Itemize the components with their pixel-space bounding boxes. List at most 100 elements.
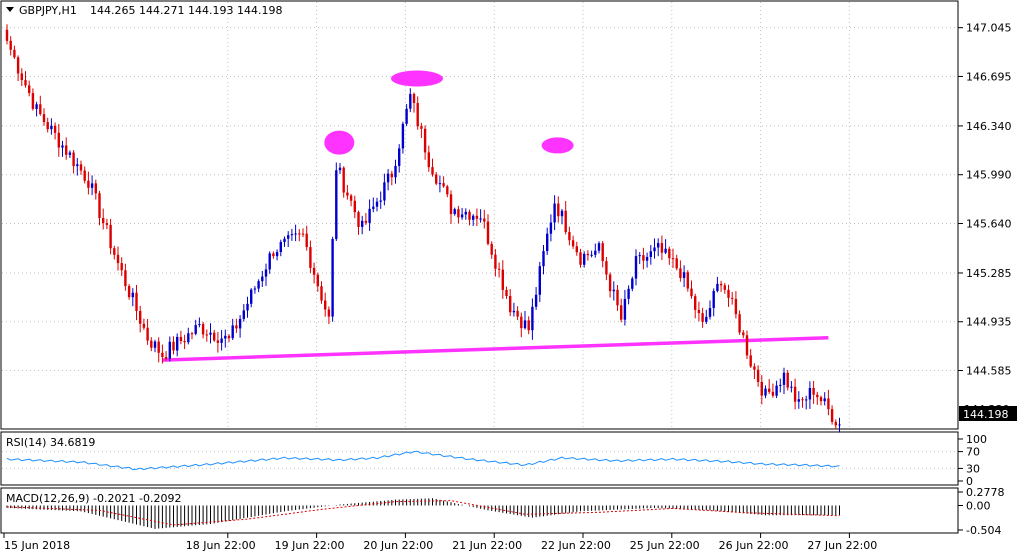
price-tick-label: 144.585 xyxy=(966,365,1012,378)
price-tick-label: 147.045 xyxy=(966,22,1012,35)
candle-body xyxy=(68,152,72,155)
candle-body xyxy=(139,310,142,324)
candle-body xyxy=(764,388,767,396)
candle-body xyxy=(494,254,497,269)
candle-body xyxy=(753,366,756,370)
candle-body xyxy=(90,183,94,188)
candle-body xyxy=(298,233,301,235)
candle-body xyxy=(353,200,356,213)
candle-body xyxy=(246,303,249,311)
candle-body xyxy=(808,387,812,400)
candle-body xyxy=(790,386,793,388)
candle-body xyxy=(475,215,479,219)
candle-body xyxy=(431,167,434,175)
time-tick-label: 26 Jun 22:00 xyxy=(719,539,789,552)
candle-body xyxy=(375,201,379,207)
left-shoulder-marker[interactable] xyxy=(324,130,355,155)
rsi-panel[interactable] xyxy=(0,431,959,486)
last-price-label: 144.198 xyxy=(963,408,1009,421)
candle-body xyxy=(379,200,382,202)
candle-body xyxy=(738,314,741,333)
candle-body xyxy=(65,145,68,155)
candle-body xyxy=(150,340,153,348)
price-panel[interactable] xyxy=(0,0,959,430)
candle-body xyxy=(79,164,83,171)
candle-body xyxy=(664,248,667,253)
candle-body xyxy=(612,289,615,292)
candle-body xyxy=(368,208,371,223)
time-tick-label: 18 Jun 22:00 xyxy=(186,539,256,552)
price-tick-label: 145.990 xyxy=(966,169,1012,182)
macd-layer xyxy=(6,498,840,529)
axis-labels: 147.045 146.695 146.340 145.990 145.640 145.2… xyxy=(3,22,1012,552)
neckline[interactable] xyxy=(162,336,829,362)
candle-body xyxy=(83,170,86,181)
candle-body xyxy=(420,126,423,129)
candle-body xyxy=(509,296,512,313)
candle-body xyxy=(42,114,46,123)
price-tick-label: 145.285 xyxy=(966,267,1012,280)
candle-body xyxy=(53,125,57,133)
candle-body xyxy=(805,399,808,401)
candle-body xyxy=(553,203,556,223)
candle-body xyxy=(327,309,331,317)
candle-body xyxy=(423,128,427,153)
candle-body xyxy=(190,333,194,335)
candle-body xyxy=(16,57,20,74)
dropdown-triangle-icon[interactable] xyxy=(6,7,14,12)
candle-body xyxy=(501,269,504,290)
candle-body xyxy=(701,313,704,322)
macd-tick-label: 0.2778 xyxy=(966,486,1005,499)
candle-body xyxy=(727,289,730,298)
time-tick-label: 20 Jun 22:00 xyxy=(363,539,433,552)
candle-body xyxy=(224,335,227,339)
candle-body xyxy=(57,132,60,148)
candle-body xyxy=(638,255,641,257)
candle-body xyxy=(257,281,260,289)
right-shoulder-marker[interactable] xyxy=(541,137,574,154)
peak-markers xyxy=(324,70,574,155)
rsi-title: RSI(14) 34.6819 xyxy=(6,436,95,449)
price-tick-label: 144.935 xyxy=(966,316,1012,329)
candle-body xyxy=(631,278,634,289)
candle-body xyxy=(601,243,604,262)
candle-body xyxy=(213,332,216,341)
candle-body xyxy=(605,261,608,275)
candle-body xyxy=(775,385,778,396)
candle-body xyxy=(660,243,664,253)
candle-body xyxy=(575,246,578,253)
candle-body xyxy=(76,164,79,167)
candle-body xyxy=(231,325,234,339)
candle-body xyxy=(486,221,490,244)
candle-body xyxy=(816,394,819,398)
candle-body xyxy=(549,222,553,234)
candle-body xyxy=(771,391,775,396)
candle-body xyxy=(176,336,179,351)
candle-body xyxy=(653,247,656,252)
candle-body xyxy=(109,224,112,249)
candle-body xyxy=(357,212,360,227)
candle-body xyxy=(9,40,12,50)
candle-body xyxy=(442,183,445,187)
candle-body xyxy=(705,316,708,322)
candle-body xyxy=(590,254,593,256)
candle-body xyxy=(131,292,134,298)
candle-body xyxy=(216,340,220,343)
candle-body xyxy=(719,283,723,286)
candle-body xyxy=(686,272,689,289)
candle-body xyxy=(756,369,760,382)
candle-body xyxy=(35,104,38,109)
candle-body xyxy=(238,318,242,329)
candle-body xyxy=(242,310,245,319)
candle-body xyxy=(645,256,649,261)
candle-body xyxy=(331,239,334,317)
rsi-tick-label: 0 xyxy=(966,475,973,488)
candle-body xyxy=(13,49,16,58)
candle-body xyxy=(649,251,652,257)
head-marker[interactable] xyxy=(391,70,443,87)
candle-body xyxy=(712,290,715,309)
candle-body xyxy=(490,243,493,255)
candle-body xyxy=(460,214,464,218)
candle-body xyxy=(538,266,541,295)
chart-ohlc: 144.265 144.271 144.193 144.198 xyxy=(90,4,282,17)
